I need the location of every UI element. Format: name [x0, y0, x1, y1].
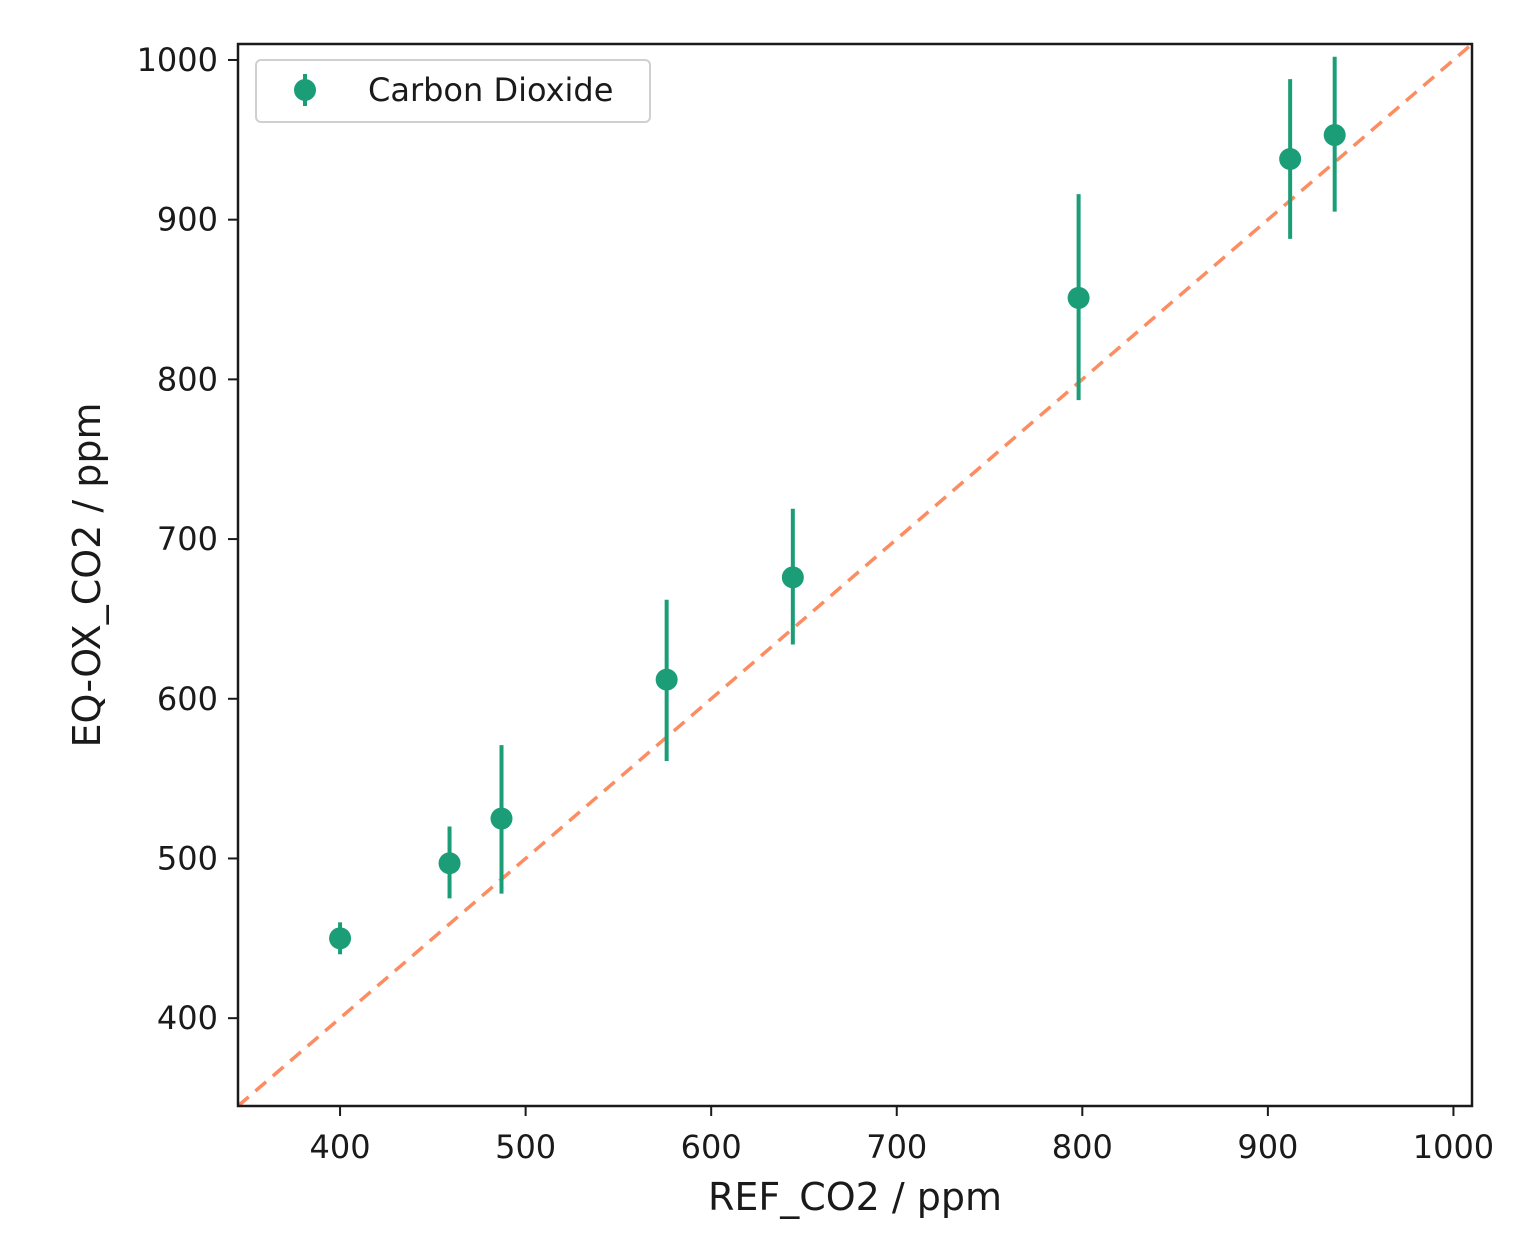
legend: Carbon Dioxide — [255, 59, 651, 123]
point-marker — [1279, 147, 1302, 170]
x-tick-label: 700 — [866, 1128, 927, 1166]
legend-marker — [294, 79, 316, 101]
x-tick-label: 1000 — [1413, 1128, 1494, 1166]
x-tick-label: 400 — [310, 1128, 371, 1166]
point-marker — [1067, 286, 1090, 309]
point-marker — [490, 807, 513, 830]
y-axis-label: EQ-OX_CO2 / ppm — [65, 402, 109, 747]
data-point — [1323, 56, 1346, 212]
legend-label: Carbon Dioxide — [368, 71, 613, 109]
point-marker — [781, 566, 804, 589]
data-point — [438, 826, 461, 899]
y-tick-label: 600 — [157, 680, 218, 718]
y-tick-label: 400 — [157, 999, 218, 1037]
y-tick-label: 700 — [157, 520, 218, 558]
point-marker — [655, 668, 678, 691]
data-point — [1279, 79, 1302, 239]
reference-line — [236, 42, 1474, 1108]
data-point — [329, 922, 352, 955]
point-marker — [1323, 124, 1346, 147]
x-tick-label: 600 — [681, 1128, 742, 1166]
x-tick-label: 800 — [1052, 1128, 1113, 1166]
data-point — [1067, 194, 1090, 401]
y-tick-label: 900 — [157, 201, 218, 239]
legend-box — [255, 59, 651, 123]
x-axis-label: REF_CO2 / ppm — [708, 1175, 1002, 1219]
y-tick-label: 1000 — [137, 41, 218, 79]
plot-frame — [236, 42, 1474, 1108]
data-point — [781, 508, 804, 645]
y-tick-label: 800 — [157, 360, 218, 398]
point-marker — [329, 927, 352, 950]
x-tick-label: 500 — [495, 1128, 556, 1166]
data-point — [655, 599, 678, 762]
point-marker — [438, 852, 461, 875]
x-tick-label: 900 — [1237, 1128, 1298, 1166]
y-tick-label: 500 — [157, 839, 218, 877]
data-point — [490, 745, 513, 894]
